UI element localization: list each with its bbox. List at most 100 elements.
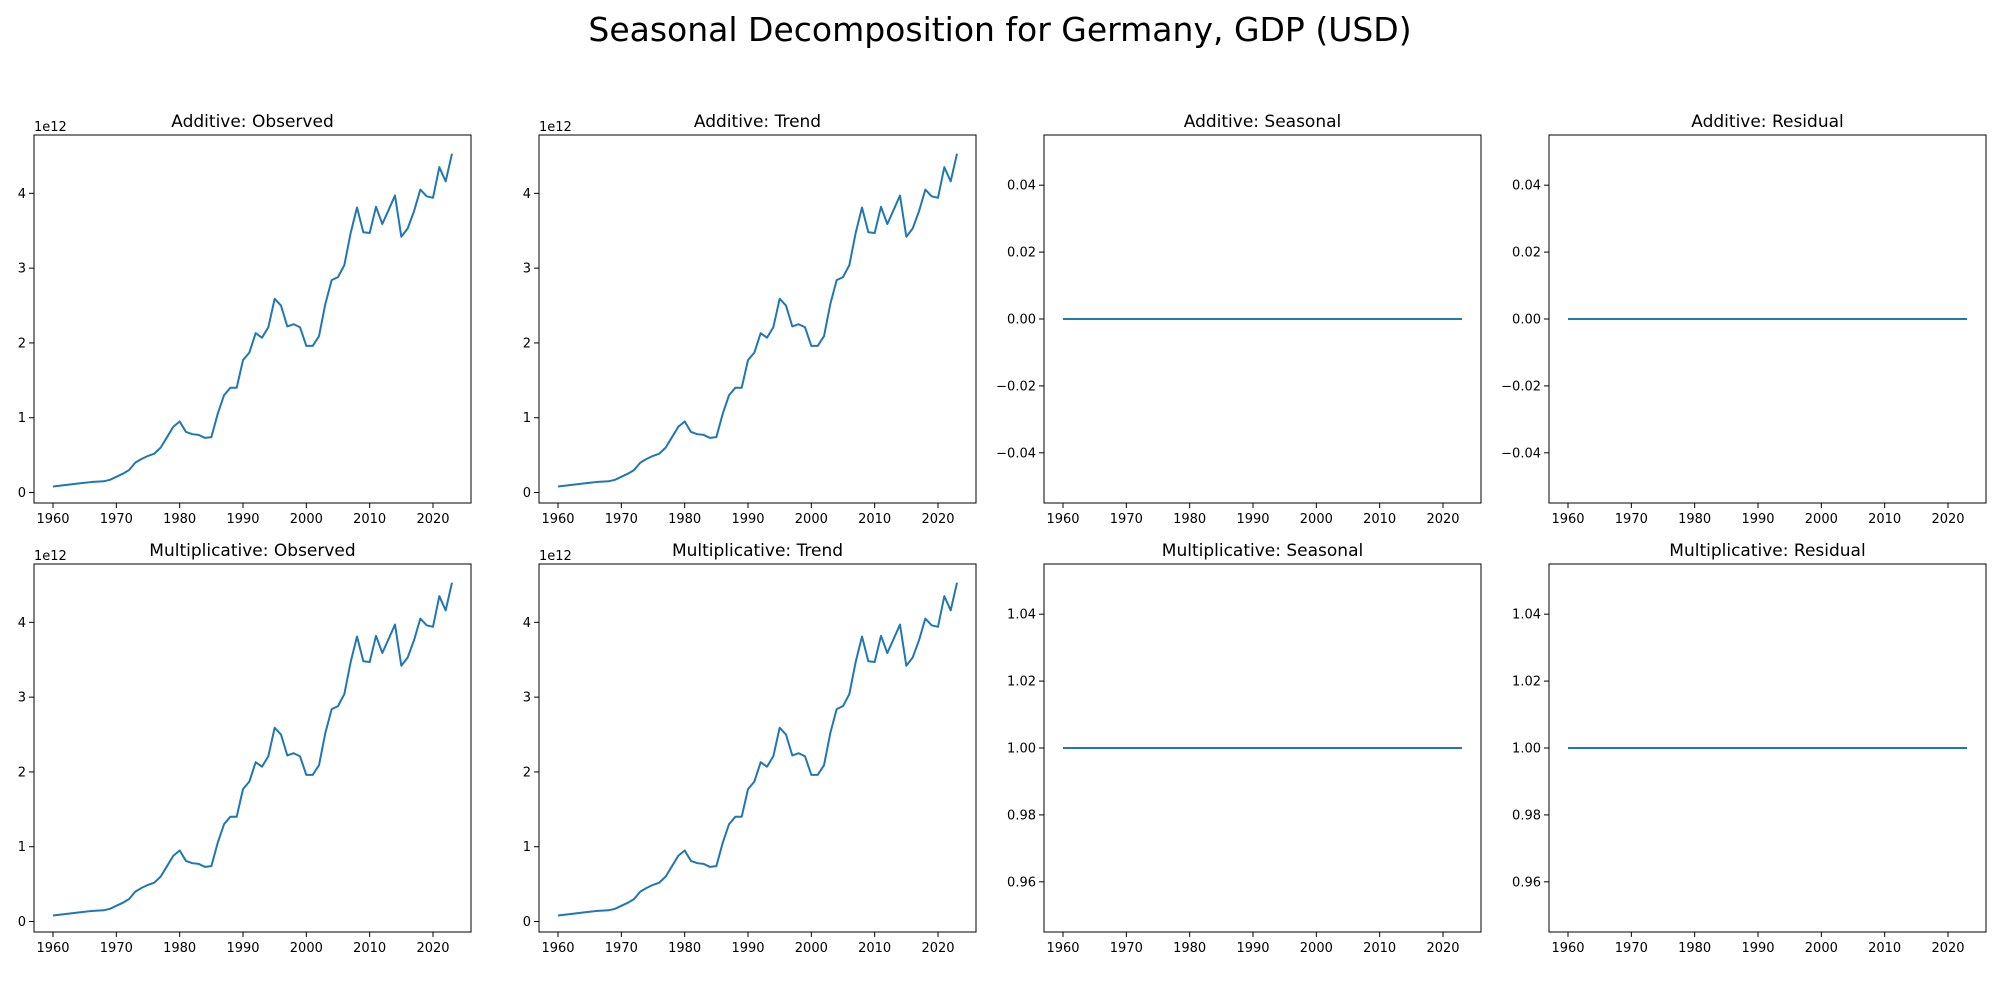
y-tick-label: 1.00 [1007,742,1036,757]
subplot-title: Additive: Residual [1691,112,1843,132]
x-tick-label: 2020 [416,512,449,527]
y-tick-label: −0.04 [996,446,1036,461]
y-tick-label: 0.96 [1007,875,1036,890]
y-tick-label: −0.02 [996,379,1036,394]
y-tick-label: 3 [523,262,531,277]
x-tick-label: 2000 [290,512,323,527]
x-tick-label: 1990 [731,512,764,527]
x-tick-label: 1980 [163,941,196,956]
x-tick-label: 1980 [1173,512,1206,527]
x-tick-label: 2010 [858,941,891,956]
y-tick-label: −0.04 [1501,446,1541,461]
x-tick-label: 1980 [1678,941,1711,956]
x-tick-label: 2000 [1300,512,1333,527]
plot-frame [33,134,472,504]
x-tick-label: 1960 [1551,512,1584,527]
y-tick-label: 0 [18,915,26,930]
x-tick-label: 2000 [1300,941,1333,956]
x-tick-label: 2000 [795,512,828,527]
y-tick-label: 1 [18,840,26,855]
x-tick-label: 1990 [731,941,764,956]
x-tick-label: 1970 [1110,512,1143,527]
x-tick-label: 2000 [290,941,323,956]
x-tick-label: 1960 [1046,941,1079,956]
y-tick-label: 0 [18,486,26,501]
x-tick-label: 2010 [858,512,891,527]
y-tick-label: 1 [18,411,26,426]
x-tick-label: 1990 [226,941,259,956]
subplot-title: Additive: Observed [171,112,333,132]
subplot-5: Multiplicative: Observed 1960 1970 1980 1990… [18,541,472,956]
y-tick-label: 3 [18,262,26,277]
y-tick-label: 3 [18,691,26,706]
x-tick-label: 1970 [1110,941,1143,956]
x-tick-label: 2010 [1363,941,1396,956]
x-tick-label: 1970 [100,941,133,956]
x-tick-label: 1960 [36,512,69,527]
y-tick-label: 3 [523,691,531,706]
x-tick-label: 1970 [1615,512,1648,527]
y-tick-label: 2 [18,336,26,351]
series-line [557,153,958,488]
x-tick-label: 1970 [1615,941,1648,956]
x-tick-label: 1980 [668,512,701,527]
x-tick-label: 2020 [921,941,954,956]
x-tick-label: 1960 [36,941,69,956]
x-tick-label: 2020 [1931,512,1964,527]
plot-frame [538,134,977,504]
x-tick-label: 2000 [1805,512,1838,527]
x-tick-label: 1960 [1551,941,1584,956]
y-tick-label: 0.02 [1007,246,1036,261]
subplot-8: Multiplicative: Residual 1960 1970 1980 1990… [1512,541,1987,956]
subplot-title: Multiplicative: Seasonal [1162,541,1363,561]
y-tick-label: −0.02 [1501,379,1541,394]
y-tick-label: 1.02 [1512,675,1541,690]
x-tick-label: 1960 [541,512,574,527]
y-tick-label: 2 [523,765,531,780]
x-tick-label: 2020 [416,941,449,956]
x-tick-label: 2000 [795,941,828,956]
x-tick-label: 1990 [1236,941,1269,956]
y-tick-label: 0.00 [1007,313,1036,328]
subplot-title: Multiplicative: Trend [672,541,843,561]
x-tick-label: 2010 [353,512,386,527]
series-line [557,582,958,917]
y-tick-label: 0.98 [1512,808,1541,823]
y-tick-label: 4 [18,187,26,202]
y-offset-label: 1e12 [539,120,572,135]
plot-frame [538,563,977,933]
subplot-title: Multiplicative: Observed [149,541,355,561]
y-offset-label: 1e12 [539,549,572,564]
y-tick-label: 1.02 [1007,675,1036,690]
x-tick-label: 1990 [1236,512,1269,527]
subplot-title: Additive: Trend [694,112,821,132]
y-offset-label: 1e12 [34,549,67,564]
y-tick-label: 4 [523,616,531,631]
subplot-title: Additive: Seasonal [1184,112,1342,132]
x-tick-label: 2000 [1805,941,1838,956]
y-tick-label: 0.04 [1512,179,1541,194]
x-tick-label: 1990 [1741,941,1774,956]
y-tick-label: 0.96 [1512,875,1541,890]
y-tick-label: 0.02 [1512,246,1541,261]
x-tick-label: 1980 [1173,941,1206,956]
y-tick-label: 2 [18,765,26,780]
x-tick-label: 2010 [1363,512,1396,527]
y-tick-label: 1 [523,411,531,426]
y-tick-label: 1.00 [1512,742,1541,757]
x-tick-label: 2020 [1426,941,1459,956]
y-tick-label: 4 [523,187,531,202]
x-tick-label: 1960 [1046,512,1079,527]
series-line [52,153,453,488]
subplot-4: Additive: Residual 1960 1970 1980 1990 2000 20… [1501,112,1987,527]
y-tick-label: 0 [523,486,531,501]
y-tick-label: 1.04 [1007,608,1036,623]
y-tick-label: 0.04 [1007,179,1036,194]
x-tick-label: 2010 [1868,512,1901,527]
subplot-7: Multiplicative: Seasonal 1960 1970 1980 1990… [1007,541,1482,956]
x-tick-label: 1990 [1741,512,1774,527]
x-tick-label: 2010 [353,941,386,956]
y-tick-label: 0 [523,915,531,930]
